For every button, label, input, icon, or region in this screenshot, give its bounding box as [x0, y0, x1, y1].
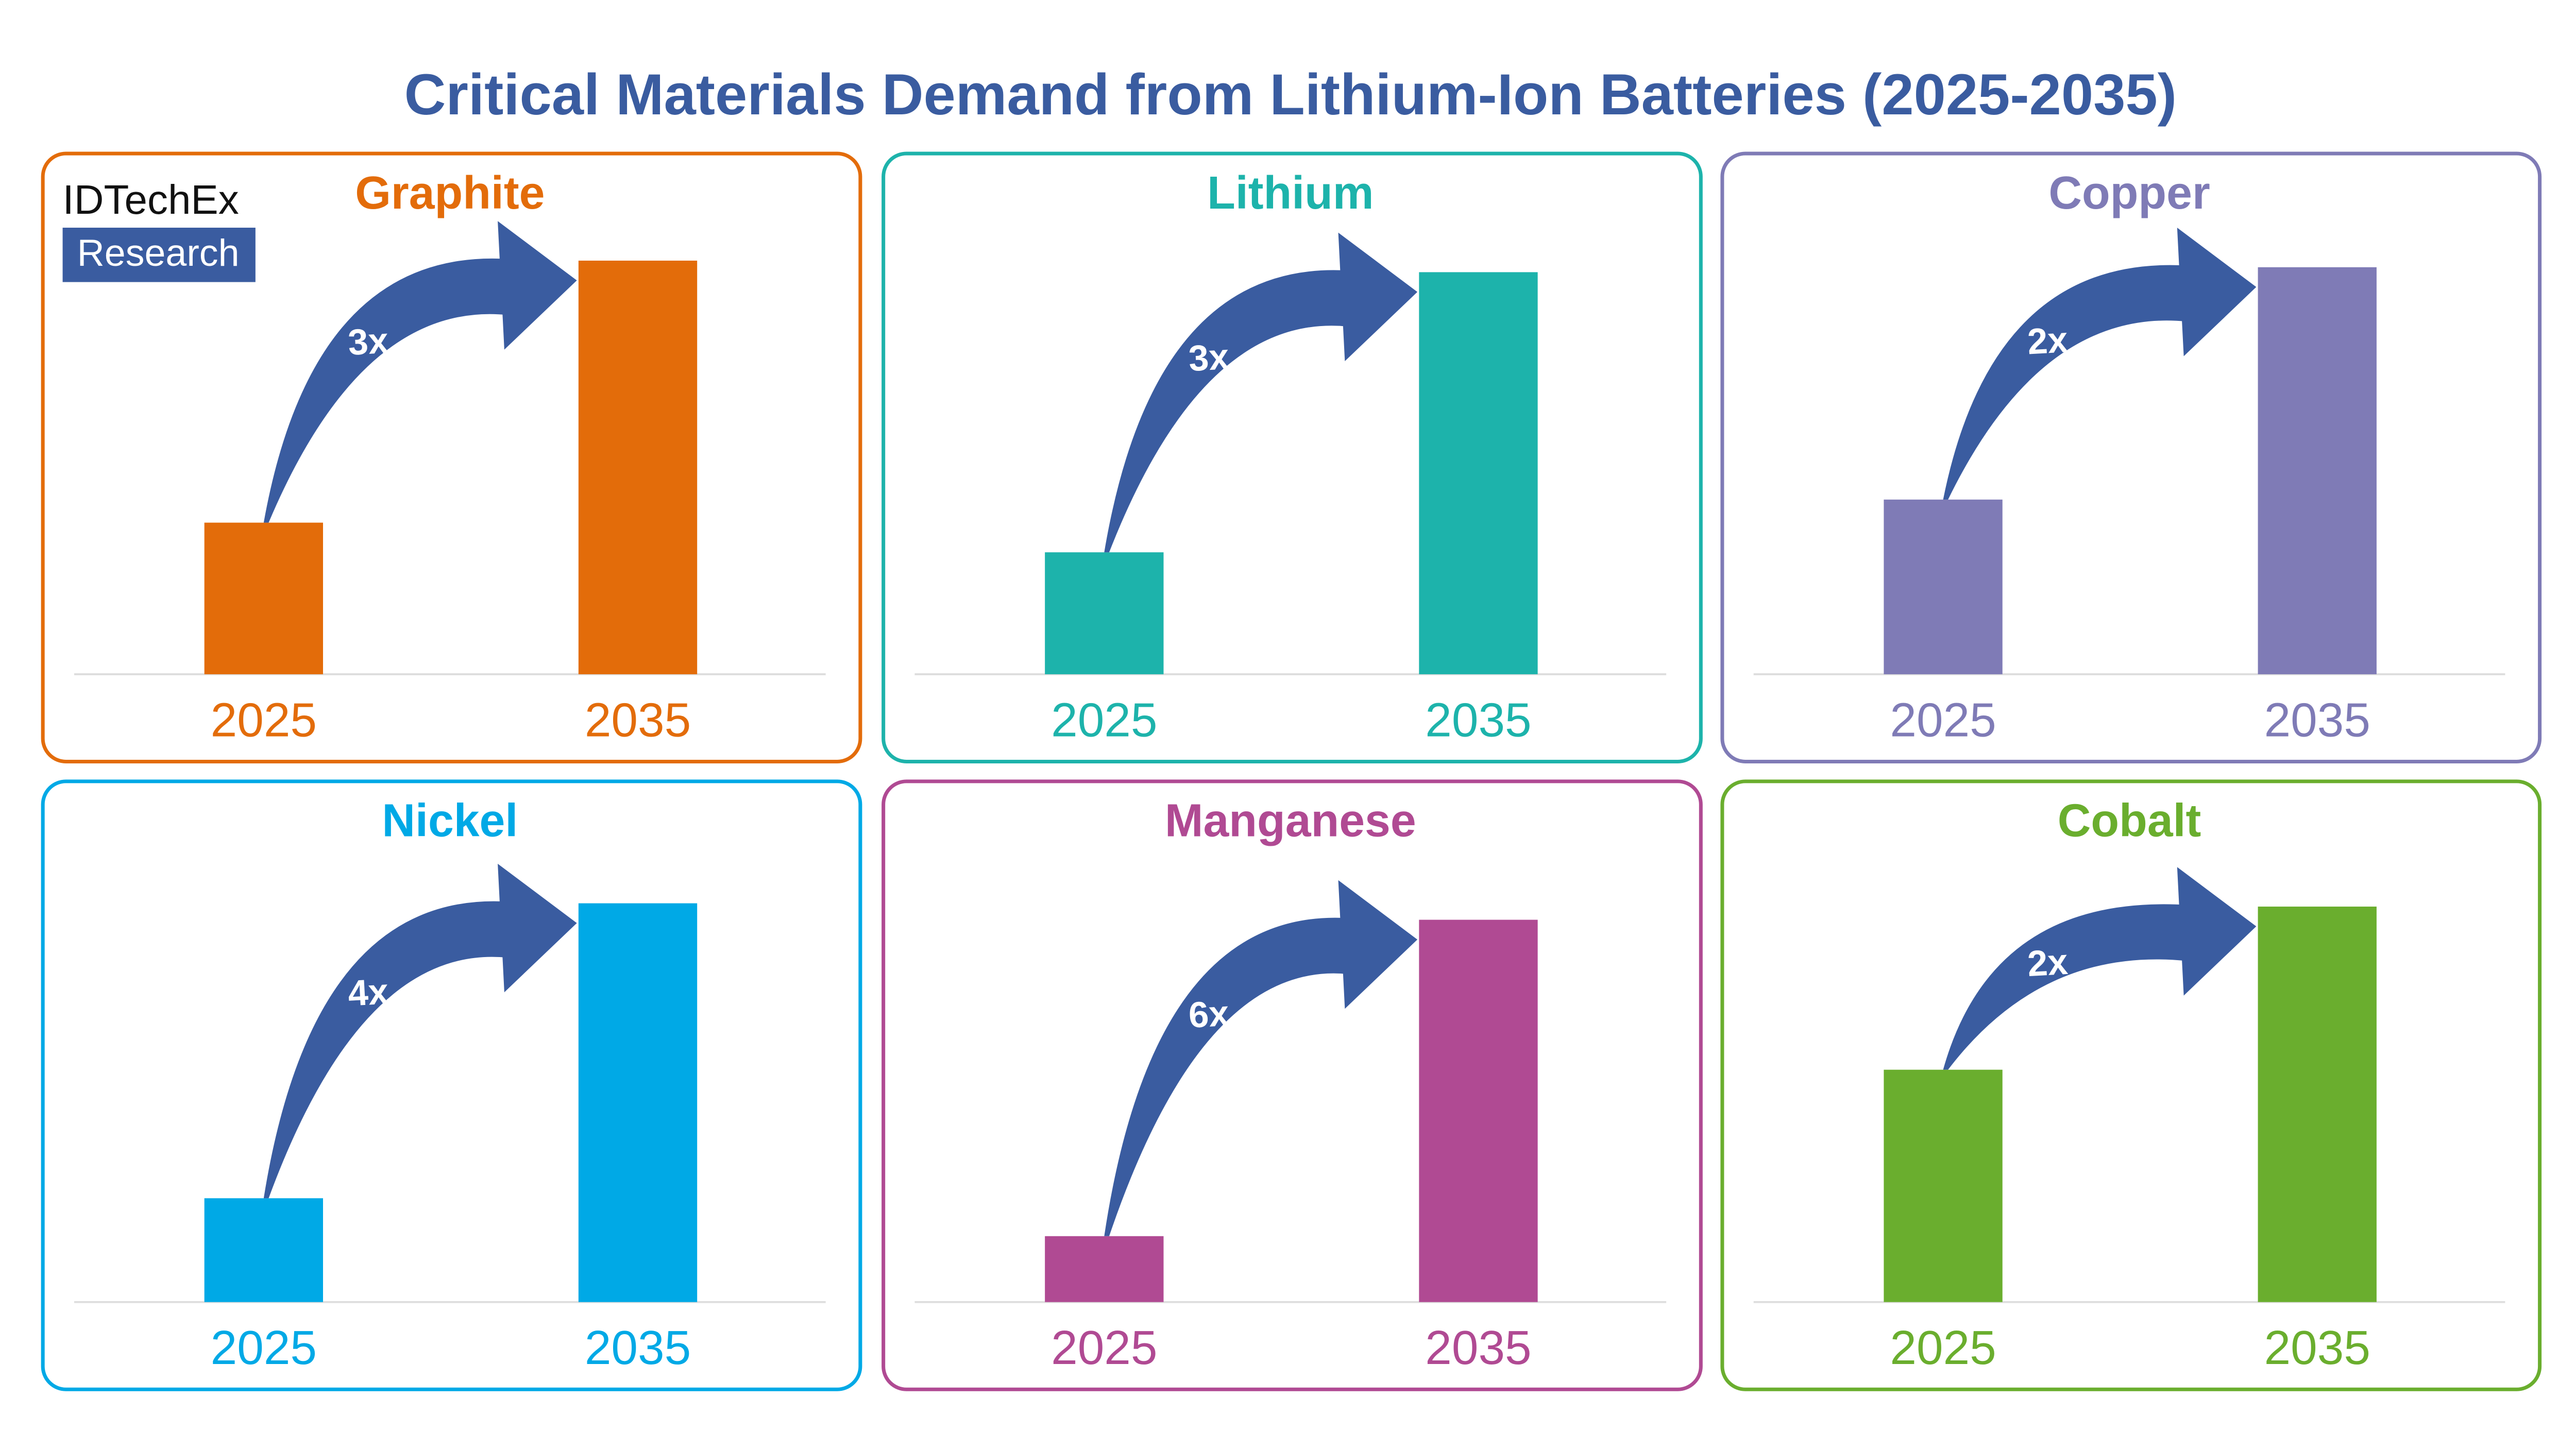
panel-frame	[1720, 779, 2542, 1391]
annotation: 4x	[347, 970, 389, 1013]
annotation: 2x	[2026, 941, 2069, 984]
panel-title: Lithium	[1207, 167, 1374, 218]
x-tick-label: 2025	[1890, 693, 1996, 746]
arrow-head	[498, 221, 577, 350]
bar	[2258, 267, 2377, 674]
panel: Cobalt 2025 2035 2x	[1720, 779, 2542, 1391]
bar	[1884, 1069, 2003, 1302]
bar	[578, 903, 698, 1302]
arrow-head	[498, 863, 577, 993]
x-tick-label: 2035	[2264, 693, 2370, 746]
bar	[204, 522, 323, 674]
bar	[1419, 919, 1538, 1302]
logo-name: IDTechEx	[63, 177, 239, 223]
arrow-shaft	[1943, 265, 2188, 500]
arrow-shaft	[1104, 917, 1348, 1236]
logo-tag: Research	[77, 231, 240, 274]
bar	[578, 260, 698, 674]
x-tick-label: 2035	[1425, 693, 1531, 746]
bar	[2258, 906, 2377, 1302]
main-title: Critical Materials Demand from Lithium-I…	[404, 62, 2177, 127]
x-tick-label: 2035	[2264, 1321, 2370, 1374]
bar	[1419, 272, 1538, 674]
panel-title: Nickel	[382, 795, 518, 846]
x-tick-label: 2035	[585, 693, 691, 746]
arrow-head	[2177, 867, 2257, 996]
panel-frame	[882, 779, 1703, 1391]
bar	[1045, 552, 1164, 674]
x-tick-label: 2035	[585, 1321, 691, 1374]
annotation: 2x	[2026, 319, 2069, 362]
annotation: 3x	[1188, 336, 1230, 379]
bar	[1045, 1236, 1164, 1302]
panel-frame	[882, 151, 1703, 763]
arrow-head	[1338, 880, 1418, 1009]
panel: Lithium 2025 2035 3x	[882, 151, 1703, 763]
arrow-shaft	[1104, 270, 1348, 553]
panel-title: Manganese	[1165, 795, 1416, 846]
x-tick-label: 2025	[211, 693, 317, 746]
annotation: 6x	[1188, 993, 1230, 1035]
panel-frame	[1720, 151, 2542, 763]
arrow-shaft	[263, 901, 508, 1199]
x-tick-label: 2025	[1051, 1321, 1157, 1374]
logo-box	[62, 228, 256, 282]
x-tick-label: 2025	[211, 1321, 317, 1374]
x-tick-label: 2025	[1890, 1321, 1996, 1374]
logo: IDTechEx Research	[62, 177, 256, 282]
panel-title: Copper	[2048, 167, 2210, 218]
x-tick-label: 2025	[1051, 693, 1157, 746]
x-tick-label: 2035	[1425, 1321, 1531, 1374]
arrow-shaft	[1943, 904, 2188, 1070]
panel: Manganese 2025 2035 6x	[882, 779, 1703, 1391]
arrow-head	[2177, 228, 2257, 356]
arrow-head	[1338, 232, 1418, 362]
panel-frame	[41, 151, 862, 763]
panel: Graphite 2025 2035 3x	[41, 151, 862, 763]
bar	[204, 1198, 323, 1302]
panel-frame	[41, 779, 862, 1391]
panel: Nickel 2025 2035 4x	[41, 779, 862, 1391]
bar	[1884, 499, 2003, 674]
panel-title: Cobalt	[2058, 795, 2201, 846]
arrow-shaft	[263, 258, 508, 523]
annotation: 3x	[347, 320, 389, 363]
panel: Copper 2025 2035 2x	[1720, 151, 2542, 763]
panel-title: Graphite	[355, 167, 545, 218]
